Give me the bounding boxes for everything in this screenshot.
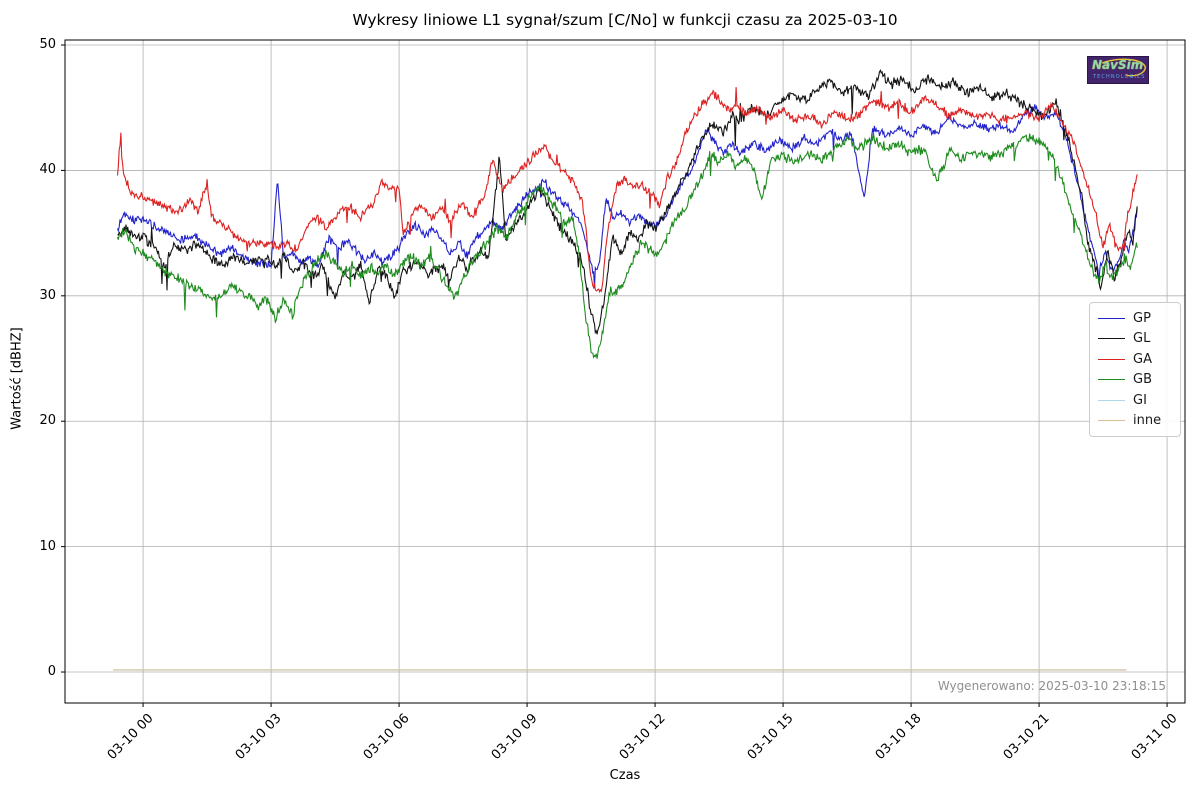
series-line-GL: [117, 68, 1138, 335]
navsim-logo-subtext: TECHNOLOGIES: [1093, 74, 1146, 80]
series-line-GB: [116, 132, 1138, 359]
legend: GP GL GA GB GI inne: [1089, 302, 1181, 437]
chart-title: Wykresy liniowe L1 sygnał/szum [C/No] w …: [352, 11, 898, 29]
legend-item-GB: GB: [1098, 370, 1172, 391]
y-tick-label: 10: [39, 538, 56, 554]
generated-timestamp: Wygenerowano: 2025-03-10 23:18:15: [937, 679, 1166, 693]
y-tick-label: 0: [47, 664, 56, 680]
legend-item-GP: GP: [1098, 308, 1172, 329]
legend-line-swatch: [1098, 379, 1125, 381]
logo-swoosh-icon: [1101, 58, 1146, 77]
legend-label: GP: [1133, 310, 1151, 326]
legend-line-swatch: [1098, 399, 1125, 401]
legend-line-swatch: [1098, 358, 1125, 360]
axes-spines: [64, 39, 1186, 704]
legend-label: inne: [1133, 413, 1162, 429]
legend-label: GA: [1133, 351, 1152, 367]
legend-label: GI: [1133, 392, 1147, 408]
legend-item-GA: GA: [1098, 349, 1172, 370]
legend-item-GI: GI: [1098, 390, 1172, 411]
y-tick-label: 40: [39, 162, 56, 178]
legend-line-swatch: [1098, 338, 1125, 340]
navsim-logo: NavSim TECHNOLOGIES: [1087, 56, 1149, 84]
axes-background: [65, 40, 1185, 703]
legend-item-GL: GL: [1098, 329, 1172, 350]
series-line-GA: [116, 87, 1138, 294]
x-axis-label: Czas: [609, 768, 641, 783]
legend-line-swatch: [1098, 317, 1125, 319]
series-line-GP: [116, 104, 1138, 289]
legend-label: GB: [1133, 372, 1152, 388]
navsim-logo-text: NavSim: [1092, 58, 1144, 72]
legend-line-swatch: [1098, 420, 1125, 422]
y-tick-label: 30: [39, 287, 56, 303]
y-tick-label: 50: [39, 37, 56, 53]
y-tick-label: 20: [39, 413, 56, 429]
legend-label: GL: [1133, 331, 1151, 347]
legend-item-inne: inne: [1098, 411, 1172, 432]
